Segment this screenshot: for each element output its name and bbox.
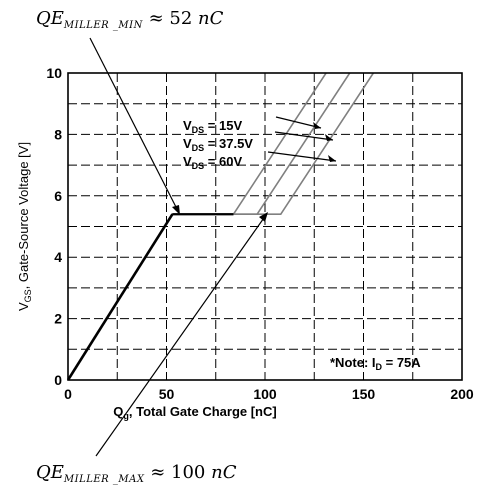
x-tick-label-1: 50	[159, 386, 175, 402]
max-pointer-head	[259, 212, 268, 222]
axis-layer	[67, 72, 463, 381]
legend-label-2: VDS = 37.5V	[183, 136, 253, 153]
legend-label-3: VDS = 60V	[183, 154, 242, 171]
y-tick-label-5: 10	[46, 65, 62, 81]
max-pointer-line	[95, 214, 267, 457]
qe-min-unit: nC	[198, 8, 224, 29]
legend-arrowhead-2	[325, 134, 333, 141]
note-label: *Note: ID = 75A	[330, 355, 421, 372]
y-tick-label-3: 6	[54, 188, 62, 204]
legend-arrowhead-1	[313, 122, 321, 129]
qe-miller-min-annotation: QEMILLER _MIN ≈ 52 nC	[36, 8, 224, 31]
series-line-1	[68, 73, 327, 380]
y-tick-label-2: 4	[54, 249, 62, 265]
x-tick-label-2: 100	[253, 386, 277, 402]
curve-layer	[66, 73, 375, 381]
qe-max-symbol: QE	[36, 462, 64, 483]
x-tick-label-0: 0	[64, 386, 72, 402]
common-ramp-line	[66, 213, 174, 381]
min-pointer-line	[89, 37, 179, 212]
min-pointer-head	[172, 205, 180, 215]
qe-max-unit: nC	[211, 462, 237, 483]
legend-arrowhead-3	[328, 155, 336, 162]
qe-max-subscript: MILLER _MAX	[63, 474, 145, 485]
legend-pointer-1	[275, 116, 322, 129]
legend-pointer-3	[267, 151, 337, 162]
y-tick-label-4: 8	[54, 126, 62, 142]
plot-frame	[67, 72, 463, 381]
qe-min-approx: ≈	[148, 8, 164, 29]
x-tick-label-4: 200	[450, 386, 474, 402]
qe-min-value: 52	[169, 8, 193, 29]
grid-layer	[68, 73, 462, 380]
qe-max-approx: ≈	[150, 462, 166, 483]
x-axis-label: Qg, Total Gate Charge [nC]	[113, 404, 276, 421]
legend-label-1: VDS = 15V	[183, 118, 242, 135]
text-layer: 0 50 100 150 200 0 2 4 6 8 10 Qg, Total Gate Charge…	[16, 37, 474, 457]
qe-min-subscript: MILLER _MIN	[63, 20, 143, 31]
y-tick-label-1: 2	[54, 311, 62, 327]
x-tick-label-3: 150	[352, 386, 376, 402]
y-tick-label-0: 0	[54, 372, 62, 388]
qe-max-value: 100	[171, 462, 206, 483]
legend-pointer-2	[274, 131, 334, 141]
y-axis-label: VGS, Gate-Source Voltage [V]	[16, 142, 33, 311]
qe-min-symbol: QE	[36, 8, 64, 29]
qe-miller-max-annotation: QEMILLER _MAX ≈ 100 nC	[36, 462, 237, 485]
